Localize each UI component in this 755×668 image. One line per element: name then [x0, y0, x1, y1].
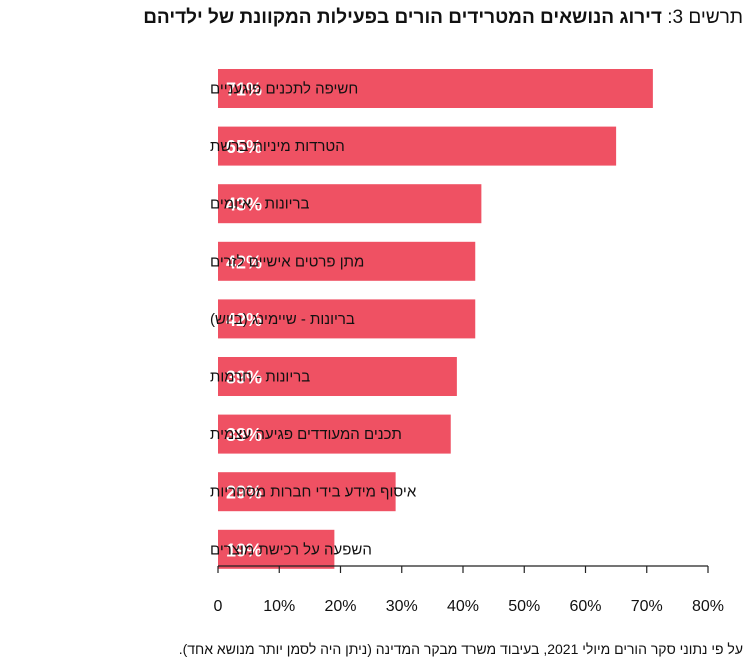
bar-7 — [218, 472, 396, 512]
bar-1 — [218, 126, 617, 166]
x-tick-label-4: 40% — [447, 598, 479, 615]
category-label-8: השפעה על רכישת מוצרים — [210, 541, 372, 558]
category-label-7: איסוף מידע בידי חברות מסחריות — [210, 484, 417, 501]
bar-3 — [218, 241, 476, 281]
bar-value-label-5: 39% — [226, 368, 262, 388]
bar-4 — [218, 299, 476, 339]
x-tick-label-3: 30% — [386, 598, 418, 615]
chart-title-prefix: תרשים 3: — [667, 7, 743, 28]
bar-6 — [218, 414, 451, 454]
category-label-4: בריונות - שיימינג (ביוש) — [210, 311, 355, 328]
x-tick-label-1: 10% — [263, 598, 295, 615]
category-label-1: הטרדות מיניות ברשת — [210, 138, 345, 155]
bar-2 — [218, 184, 482, 224]
bar-5 — [218, 357, 457, 396]
bar-8 — [218, 529, 335, 569]
category-label-2: בריונות - איומים — [210, 196, 310, 213]
bar-value-label-4: 42% — [226, 310, 262, 330]
bar-value-label-8: 19% — [226, 540, 262, 560]
category-label-6: תכנים המעודדים פגיעה עצמית — [210, 426, 402, 443]
category-label-5: בריונות - חרמות — [210, 369, 310, 386]
bar-value-label-6: 38% — [226, 425, 262, 445]
x-tick-label-2: 20% — [324, 598, 356, 615]
category-label-0: חשיפה לתכנים פוגעניים — [210, 81, 358, 98]
bar-value-label-0: 71% — [226, 80, 262, 100]
bar-value-label-2: 43% — [226, 195, 262, 215]
bar-value-label-1: 65% — [226, 137, 262, 157]
x-tick-label-6: 60% — [569, 598, 601, 615]
x-tick-label-8: 80% — [692, 598, 724, 615]
x-tick-label-5: 50% — [508, 598, 540, 615]
bar-0 — [218, 69, 653, 108]
x-tick-label-0: 0 — [214, 598, 223, 615]
bar-value-label-3: 42% — [226, 252, 262, 272]
chart-footnote: על פי נתוני סקר הורים מיולי 2021, בעיבוד… — [178, 641, 743, 657]
chart-title-main: דירוג הנושאים המטרידים הורים בפעילות המק… — [143, 7, 662, 28]
bar-value-label-7: 29% — [226, 483, 262, 503]
x-tick-label-7: 70% — [631, 598, 663, 615]
chart-title: תרשים 3: דירוג הנושאים המטרידים הורים בפ… — [3, 6, 743, 30]
category-label-3: מתן פרטים אישיים לזרים — [210, 253, 364, 270]
